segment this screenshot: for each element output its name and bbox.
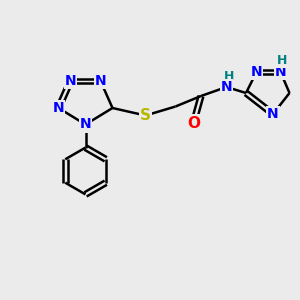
Text: N: N — [275, 65, 286, 79]
Text: N: N — [251, 65, 262, 79]
Text: S: S — [140, 108, 151, 123]
Text: N: N — [95, 74, 106, 88]
Text: H: H — [277, 54, 287, 67]
Text: N: N — [267, 107, 279, 121]
Text: N: N — [80, 118, 91, 131]
Text: N: N — [65, 74, 76, 88]
Text: N: N — [53, 101, 64, 115]
Text: N: N — [221, 80, 232, 94]
Text: O: O — [187, 116, 200, 130]
Text: H: H — [224, 70, 235, 83]
